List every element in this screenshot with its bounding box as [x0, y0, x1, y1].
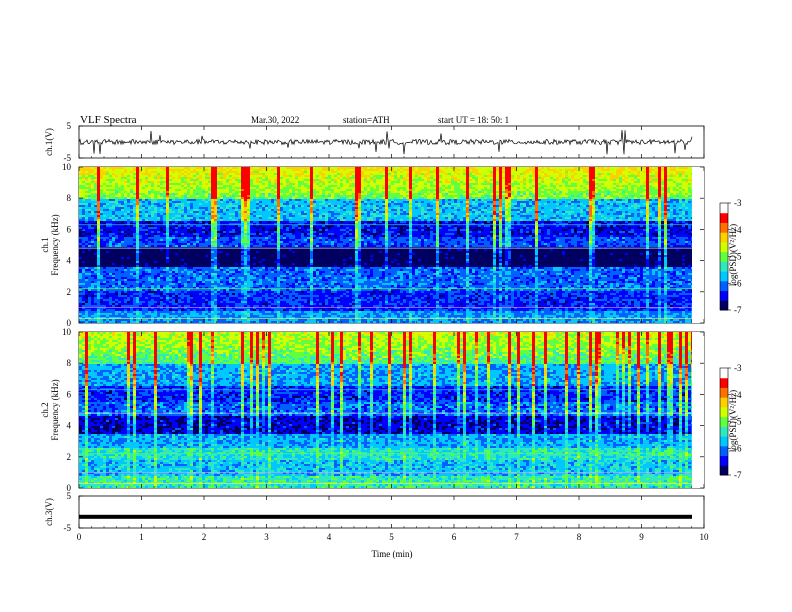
colorbar-segment [720, 213, 728, 223]
ch2-spectro-ylabel-top: ch.2 [40, 402, 50, 417]
xtick-label: 9 [639, 532, 644, 542]
colorbar-segment [720, 465, 728, 475]
colorbar-segment [720, 397, 728, 407]
xtick-label: 6 [452, 532, 457, 542]
xtick-label: 3 [264, 532, 269, 542]
ytick-label: 6 [67, 224, 72, 234]
spectro-no-data [692, 167, 704, 323]
ch2-spectro-ylabel-bottom: Frequency (kHz) [50, 379, 60, 440]
ytick-label: 8 [67, 358, 72, 368]
colorbar-segment [720, 446, 728, 456]
ch1-spectro-ylabel-top: ch.1 [40, 237, 50, 252]
ch3-voltage-ylabel: ch.3(V) [44, 498, 54, 526]
ytick-label: 4 [67, 421, 72, 431]
figure-title: VLF Spectra [80, 114, 137, 126]
xtick-label: 4 [327, 532, 332, 542]
xtick-label: 7 [514, 532, 519, 542]
colorbar-tick-label: -3 [734, 363, 742, 373]
colorbar-segment [720, 291, 728, 301]
xtick-label: 1 [139, 532, 144, 542]
frame-w3 [79, 496, 704, 528]
ch1-trace [79, 130, 692, 154]
xtick-label: 2 [202, 532, 207, 542]
xtick-label: 0 [77, 532, 82, 542]
colorbar-segment [720, 378, 728, 388]
xtick-label: 5 [389, 532, 394, 542]
colorbar-segment [720, 281, 728, 291]
station-label: station=ATH [343, 115, 390, 125]
xtick-label: 8 [577, 532, 582, 542]
colorbar-tick-label: -3 [734, 198, 742, 208]
colorbar-segment [720, 300, 728, 310]
ytick-label: -5 [64, 523, 72, 533]
ytick-label: 2 [67, 287, 72, 297]
ytick-label: 5 [67, 121, 72, 131]
date-label: Mar.30, 2022 [251, 115, 299, 125]
ch1-colorbar-label: log(PSD)(V²/Hz) [728, 224, 738, 286]
ytick-label: 8 [67, 193, 72, 203]
ytick-label: -5 [64, 153, 72, 163]
colorbar-segment [720, 261, 728, 271]
colorbar-segment [720, 232, 728, 242]
colorbar-segment [720, 222, 728, 232]
colorbar-segment [720, 417, 728, 427]
colorbar-segment [720, 426, 728, 436]
spectro-no-data [692, 332, 704, 488]
ch3-trace [79, 515, 692, 519]
colorbar-segment [720, 436, 728, 446]
ytick-label: 2 [67, 452, 72, 462]
colorbar-segment [720, 387, 728, 397]
xtick-label: 10 [700, 532, 710, 542]
ch1-spectro-ylabel-bottom: Frequency (kHz) [50, 214, 60, 275]
ch2-spectrogram [79, 332, 704, 488]
ch1-spectrogram [79, 167, 704, 323]
colorbar-tick-label: -7 [734, 470, 742, 480]
ch3-waveform-plot [79, 515, 692, 519]
colorbar-tick-label: -7 [734, 305, 742, 315]
ch1-waveform-plot [79, 130, 692, 154]
colorbar-segment [720, 368, 728, 378]
ytick-label: 10 [62, 162, 72, 172]
colorbar-segment [720, 242, 728, 252]
colorbar-segment [720, 407, 728, 417]
ytick-label: 6 [67, 389, 72, 399]
x-axis-label: Time (min) [372, 549, 413, 559]
colorbar-segment [720, 203, 728, 213]
ch1-voltage-ylabel: ch.1(V) [44, 128, 54, 156]
ch2-colorbar-label: log(PSD)(V²/Hz) [728, 390, 738, 452]
colorbar-segment [720, 252, 728, 262]
colorbar-segment [720, 456, 728, 466]
ytick-label: 10 [62, 327, 72, 337]
start-time-label: start UT = 18: 50: 1 [438, 115, 509, 125]
ytick-label: 5 [67, 491, 72, 501]
ytick-label: 4 [67, 256, 72, 266]
colorbar-segment [720, 271, 728, 281]
